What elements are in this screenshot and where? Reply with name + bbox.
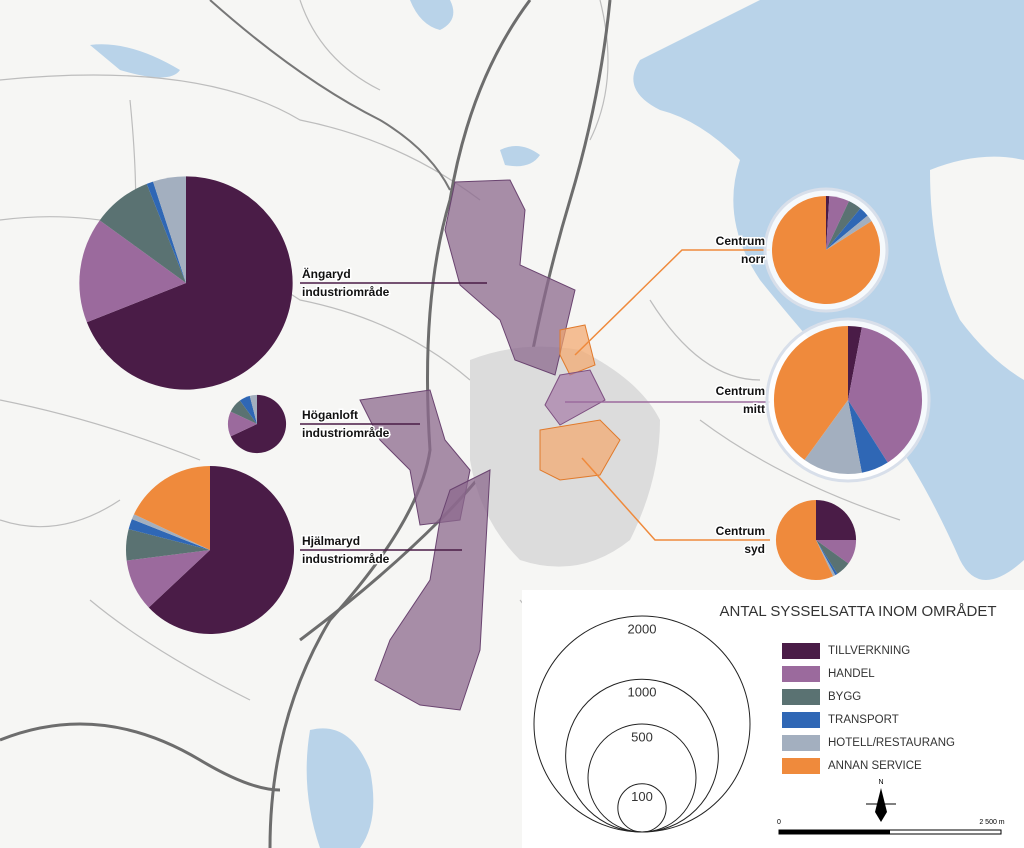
pie-slice <box>816 540 849 574</box>
pie-slice <box>125 529 210 561</box>
area-label: Höganloft <box>302 408 358 422</box>
pie-slice <box>816 540 836 577</box>
legend-swatch <box>782 643 820 659</box>
legend-swatch <box>782 666 820 682</box>
pie-slice <box>128 519 210 550</box>
leader-line <box>574 249 770 356</box>
area-label: norr <box>741 252 765 266</box>
centre-area <box>539 419 621 481</box>
area-label: Centrum <box>716 384 765 398</box>
area-label: industriområde <box>302 426 390 440</box>
pie-slice <box>131 514 210 550</box>
north-arrow <box>875 788 887 822</box>
legend-box <box>522 590 1024 848</box>
area-label: Ängaryd <box>302 266 351 281</box>
legend-swatch <box>782 735 820 751</box>
size-circle <box>617 783 667 833</box>
pie-slice <box>804 400 862 475</box>
pie-slice <box>826 208 868 250</box>
area-label: syd <box>744 542 765 556</box>
pie-slice <box>816 540 857 564</box>
pie-slice <box>771 196 880 305</box>
road-north <box>209 0 451 191</box>
centre-area <box>544 369 606 426</box>
pie-slice <box>239 395 257 424</box>
area-label: industriområde <box>302 552 390 566</box>
pie-slice <box>99 183 186 283</box>
centre-area <box>559 324 596 376</box>
size-label: 100 <box>631 789 653 804</box>
pie-slice <box>775 499 834 581</box>
size-label: 500 <box>631 729 653 744</box>
island <box>930 156 1024 380</box>
pie-slice <box>227 411 257 437</box>
pie-slice <box>153 176 186 283</box>
legend-label: HOTELL/RESTAURANG <box>828 737 955 749</box>
pie-slice <box>230 400 257 424</box>
pie-slice <box>773 325 848 460</box>
pie-slice <box>249 394 257 424</box>
size-label: 2000 <box>628 621 657 636</box>
pie-slice <box>848 327 923 463</box>
size-label: 1000 <box>628 685 657 700</box>
pie-slice <box>126 550 210 608</box>
area-label: Hjälmaryd <box>302 534 360 548</box>
pie-slice <box>826 201 861 250</box>
pie-slice <box>816 499 857 540</box>
legend-label: BYGG <box>828 691 861 703</box>
north-label: N <box>878 779 883 786</box>
legend-label: ANNAN SERVICE <box>828 760 922 772</box>
legend-swatch <box>782 758 820 774</box>
area-label: mitt <box>743 402 765 416</box>
scale-label: 0 <box>777 819 781 826</box>
pie-slice <box>826 196 849 250</box>
legend-label: TILLVERKNING <box>828 645 910 657</box>
pie-slice <box>86 176 293 390</box>
road-west <box>0 722 281 792</box>
area-label: industriområde <box>302 285 390 299</box>
pie-slice <box>79 220 186 323</box>
pie-slice <box>146 181 186 283</box>
legend-label: TRANSPORT <box>828 714 899 726</box>
legend-label: HANDEL <box>828 668 875 680</box>
industrial-area <box>374 469 491 711</box>
legend-title: ANTAL SYSSELSATTA INOM OMRÅDET <box>720 603 997 620</box>
pie-slice <box>148 465 295 635</box>
pie-slice <box>816 540 838 576</box>
pie-slice <box>826 215 872 250</box>
pie-slice <box>230 394 287 454</box>
legend-swatch <box>782 712 820 728</box>
industrial-area <box>444 179 576 376</box>
pie-slice <box>826 196 830 250</box>
leader-line <box>581 457 770 541</box>
scale-bar <box>779 830 890 834</box>
pie-slice <box>848 325 862 400</box>
area-label: Centrum <box>716 234 765 248</box>
area-label: Centrum <box>716 524 765 538</box>
scale-label: 2 500 m <box>979 819 1004 826</box>
pie-slice <box>848 400 888 473</box>
legend-swatch <box>782 689 820 705</box>
pie-slice <box>133 465 210 550</box>
